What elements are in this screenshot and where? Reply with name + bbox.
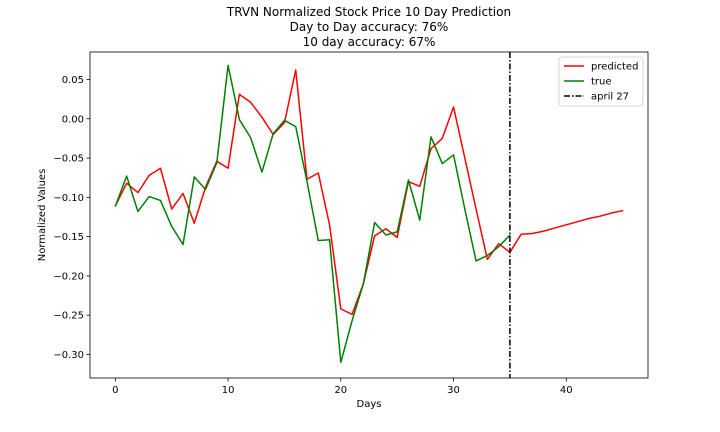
y-axis-ticks: 0.05 0.00 −0.05 −0.10 −0.15 −0.20 −0.25 −0.30 (53, 75, 90, 361)
x-tick-label: 20 (334, 385, 347, 396)
series-line-true (114, 64, 511, 364)
plot-area (90, 52, 648, 378)
series-line-predicted (114, 69, 624, 316)
legend-april-27-label: april 27 (591, 92, 629, 103)
x-tick-label: 10 (222, 385, 235, 396)
legend-box (558, 56, 644, 107)
chart-title-line-1: TRVN Normalized Stock Price 10 Day Predi… (226, 5, 511, 19)
y-tick-label: −0.15 (53, 232, 84, 243)
x-tick-label: 30 (447, 385, 460, 396)
chart-title-line-2: Day to Day accuracy: 76% (290, 20, 449, 34)
y-axis-label: Normalized Values (37, 169, 48, 262)
y-tick-label: 0.00 (62, 114, 84, 125)
legend: predicted true april 27 (558, 56, 644, 107)
y-tick-label: −0.20 (53, 271, 84, 282)
x-axis-ticks: 0 10 20 30 40 (112, 378, 573, 396)
x-tick-label: 40 (560, 385, 573, 396)
y-tick-label: −0.05 (53, 154, 84, 165)
legend-true-label: true (591, 77, 612, 88)
y-tick-label: −0.30 (53, 350, 84, 361)
x-axis-label: Days (357, 399, 382, 410)
legend-predicted-label: predicted (591, 62, 638, 73)
chart-title-line-3: 10 day accuracy: 67% (303, 35, 436, 49)
plot-frame (89, 51, 649, 379)
y-tick-label: −0.25 (53, 311, 84, 322)
x-tick-label: 0 (112, 385, 118, 396)
y-tick-label: 0.05 (62, 75, 84, 86)
series-layer (114, 64, 624, 364)
y-tick-label: −0.10 (53, 193, 84, 204)
